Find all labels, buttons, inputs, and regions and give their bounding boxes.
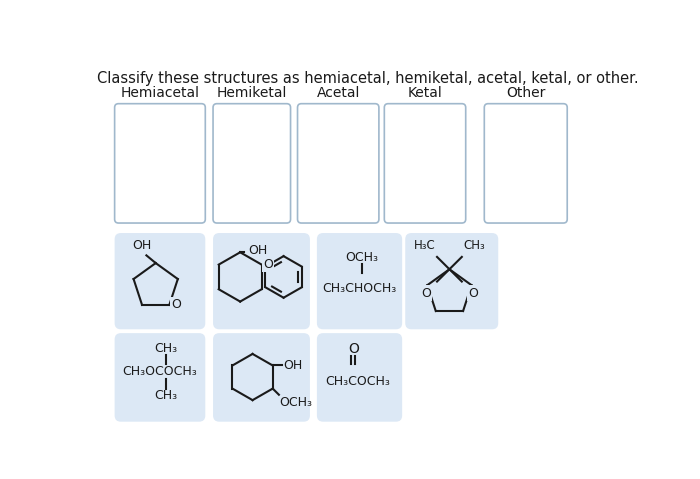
Text: Ketal: Ketal [407,86,442,100]
Text: Acetal: Acetal [316,86,360,100]
FancyBboxPatch shape [317,233,402,329]
Text: O: O [172,298,181,311]
Text: OH: OH [132,239,151,251]
FancyBboxPatch shape [115,103,205,223]
FancyBboxPatch shape [484,103,567,223]
Text: CH₃COCH₃: CH₃COCH₃ [325,376,390,388]
Text: O: O [421,287,430,300]
FancyBboxPatch shape [405,233,498,329]
FancyBboxPatch shape [213,103,290,223]
Text: CH₃: CH₃ [154,342,177,355]
Text: OCH₃: OCH₃ [345,251,378,264]
FancyBboxPatch shape [298,103,379,223]
Text: O: O [468,287,478,300]
FancyBboxPatch shape [213,333,310,422]
Text: CH₃: CH₃ [154,388,177,401]
Text: H₃C: H₃C [414,240,435,252]
FancyBboxPatch shape [213,233,310,329]
Text: OCH₃: OCH₃ [280,396,313,409]
Text: OH: OH [248,244,267,257]
Text: Hemiacetal: Hemiacetal [120,86,200,100]
Text: Other: Other [506,86,545,100]
Text: O: O [263,258,273,271]
Text: CH₃CHOCH₃: CH₃CHOCH₃ [323,282,397,295]
Text: Classify these structures as hemiacetal, hemiketal, acetal, ketal, or other.: Classify these structures as hemiacetal,… [97,71,638,86]
FancyBboxPatch shape [115,233,205,329]
FancyBboxPatch shape [384,103,466,223]
Text: CH₃: CH₃ [463,240,485,252]
Text: OH: OH [283,359,302,372]
Text: Hemiketal: Hemiketal [216,86,287,100]
Text: CH₃OCOCH₃: CH₃OCOCH₃ [122,365,197,378]
FancyBboxPatch shape [317,333,402,422]
FancyBboxPatch shape [115,333,205,422]
Text: O: O [348,342,359,356]
